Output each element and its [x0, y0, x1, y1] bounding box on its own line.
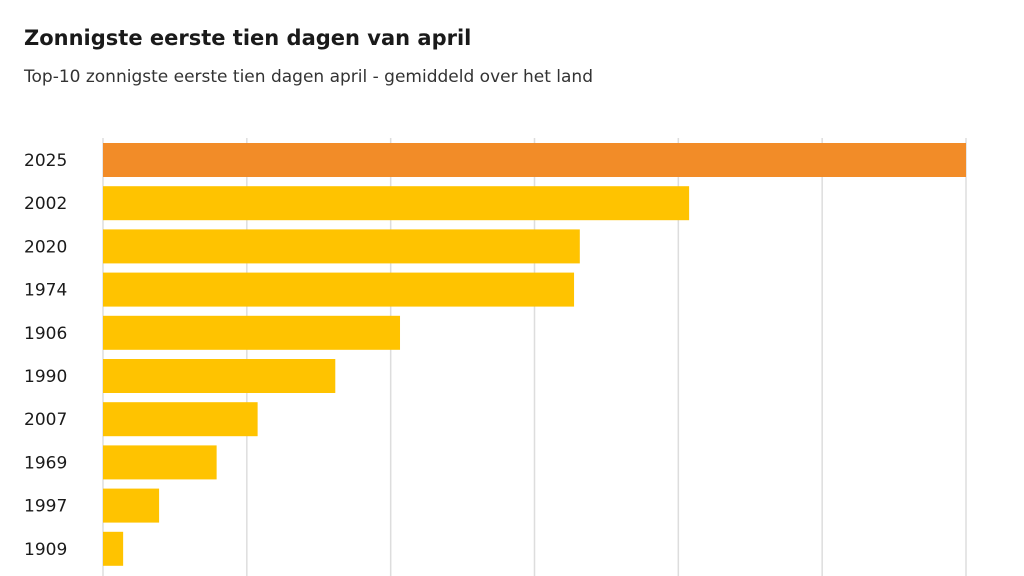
category-label-2025: 2025 [24, 151, 67, 171]
chart-title: Zonnigste eerste tien dagen van april [24, 26, 472, 50]
bar-1990 [103, 359, 336, 393]
bar-1969 [103, 445, 217, 480]
chart-subtitle: Top-10 zonnigste eerste tien dagen april… [24, 67, 593, 87]
category-label-1990: 1990 [24, 367, 67, 387]
bar-1997 [103, 488, 160, 523]
category-label-1969: 1969 [24, 453, 67, 473]
bar-1906 [103, 315, 401, 350]
category-label-2002: 2002 [24, 194, 67, 214]
category-label-2020: 2020 [24, 237, 67, 257]
bar-2020 [103, 229, 580, 264]
category-label-1906: 1906 [24, 324, 67, 344]
bar-1974 [103, 272, 575, 307]
bar-2007 [103, 402, 258, 437]
bar-1909 [103, 531, 124, 566]
category-label-1909: 1909 [24, 540, 67, 560]
category-label-1974: 1974 [24, 281, 67, 301]
bar-2025 [103, 143, 966, 177]
bar-2002 [103, 186, 690, 221]
category-label-1997: 1997 [24, 497, 67, 517]
category-label-2007: 2007 [24, 410, 67, 430]
